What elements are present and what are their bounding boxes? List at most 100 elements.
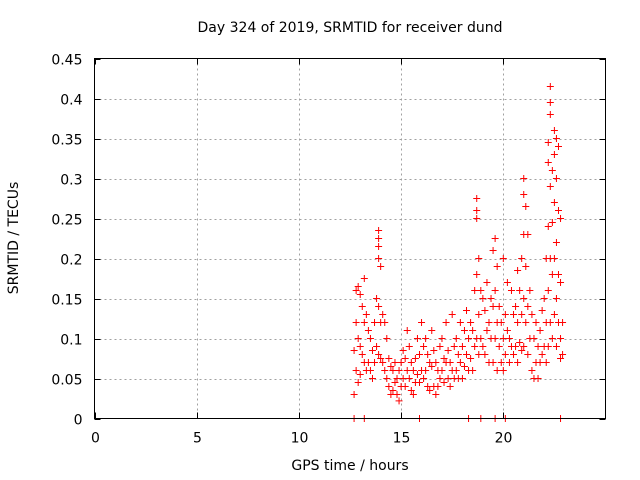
data-point bbox=[356, 343, 364, 350]
data-point bbox=[401, 383, 409, 390]
data-point bbox=[518, 311, 526, 318]
data-point bbox=[375, 243, 383, 250]
data-point bbox=[520, 175, 528, 182]
ticks-layer bbox=[94, 58, 606, 420]
data-point bbox=[542, 359, 550, 366]
y-tick-label: 0.3 bbox=[60, 173, 82, 189]
data-point bbox=[473, 207, 481, 214]
data-point bbox=[489, 303, 497, 310]
data-point bbox=[507, 287, 515, 294]
data-point bbox=[536, 327, 544, 334]
data-point bbox=[444, 375, 452, 382]
data-point bbox=[483, 327, 491, 334]
data-point bbox=[489, 359, 497, 366]
data-point bbox=[518, 255, 526, 262]
data-point bbox=[371, 359, 379, 366]
data-point bbox=[495, 303, 503, 310]
data-point bbox=[432, 359, 440, 366]
data-point bbox=[405, 343, 413, 350]
y-tick-label: 0.4 bbox=[60, 93, 82, 109]
data-point bbox=[422, 367, 430, 374]
data-point bbox=[428, 363, 436, 370]
data-point bbox=[430, 347, 438, 354]
data-point bbox=[444, 347, 452, 354]
data-point bbox=[393, 375, 401, 382]
data-point bbox=[469, 367, 477, 374]
data-point bbox=[391, 379, 399, 386]
data-point bbox=[475, 255, 483, 262]
data-point bbox=[452, 335, 460, 342]
data-point bbox=[522, 203, 530, 210]
data-point bbox=[469, 327, 477, 334]
data-point bbox=[375, 235, 383, 242]
data-point bbox=[407, 387, 415, 394]
y-tick-label: 0.1 bbox=[60, 333, 82, 349]
data-point bbox=[350, 347, 358, 354]
data-point bbox=[465, 335, 473, 342]
y-tick-label: 0 bbox=[74, 413, 83, 429]
data-point bbox=[467, 319, 475, 326]
data-point bbox=[368, 347, 376, 354]
data-point bbox=[413, 371, 421, 378]
data-point bbox=[532, 319, 540, 326]
data-point bbox=[512, 303, 520, 310]
data-point bbox=[548, 219, 556, 226]
data-point bbox=[520, 191, 528, 198]
data-point bbox=[434, 383, 442, 390]
data-point bbox=[458, 375, 466, 382]
data-point bbox=[538, 307, 546, 314]
y-tick-label: 0.45 bbox=[51, 53, 82, 69]
data-point bbox=[413, 335, 421, 342]
data-point bbox=[395, 367, 403, 374]
data-point bbox=[514, 359, 522, 366]
data-point bbox=[491, 235, 499, 242]
data-point bbox=[362, 311, 370, 318]
data-point bbox=[489, 247, 497, 254]
data-point bbox=[530, 335, 538, 342]
data-point bbox=[546, 183, 554, 190]
data-point bbox=[546, 83, 554, 90]
data-point bbox=[516, 339, 524, 346]
data-point bbox=[389, 387, 397, 394]
data-point bbox=[493, 367, 501, 374]
data-point bbox=[379, 359, 387, 366]
y-tick-labels: 0 0.05 0.1 0.15 0.2 0.25 0.3 0.35 0.4 0.45 bbox=[51, 53, 82, 429]
data-point bbox=[411, 355, 419, 362]
y-tick-label: 0.2 bbox=[60, 253, 82, 269]
data-point bbox=[420, 375, 428, 382]
data-point bbox=[360, 275, 368, 282]
data-point bbox=[352, 287, 360, 294]
data-point bbox=[501, 351, 509, 358]
data-point bbox=[438, 335, 446, 342]
data-point bbox=[377, 355, 385, 362]
data-point bbox=[381, 367, 389, 374]
data-point bbox=[442, 319, 450, 326]
y-tick-label: 0.35 bbox=[51, 133, 82, 149]
data-point bbox=[420, 343, 428, 350]
data-point bbox=[409, 367, 417, 374]
data-point bbox=[548, 167, 556, 174]
data-point bbox=[499, 367, 507, 374]
data-point bbox=[557, 355, 565, 362]
data-point bbox=[391, 359, 399, 366]
data-point bbox=[428, 327, 436, 334]
data-point bbox=[354, 379, 362, 386]
data-point bbox=[456, 359, 464, 366]
data-point bbox=[368, 375, 376, 382]
data-point bbox=[438, 367, 446, 374]
data-point bbox=[546, 319, 554, 326]
data-point bbox=[501, 311, 509, 318]
data-point bbox=[354, 283, 362, 290]
data-point bbox=[364, 327, 372, 334]
data-point bbox=[473, 195, 481, 202]
data-point bbox=[399, 347, 407, 354]
data-point bbox=[418, 319, 426, 326]
data-point bbox=[375, 351, 383, 358]
data-point bbox=[375, 227, 383, 234]
data-point bbox=[467, 355, 475, 362]
x-tick-label: 5 bbox=[193, 431, 202, 447]
data-point bbox=[426, 387, 434, 394]
data-point bbox=[385, 383, 393, 390]
data-point bbox=[550, 127, 558, 134]
